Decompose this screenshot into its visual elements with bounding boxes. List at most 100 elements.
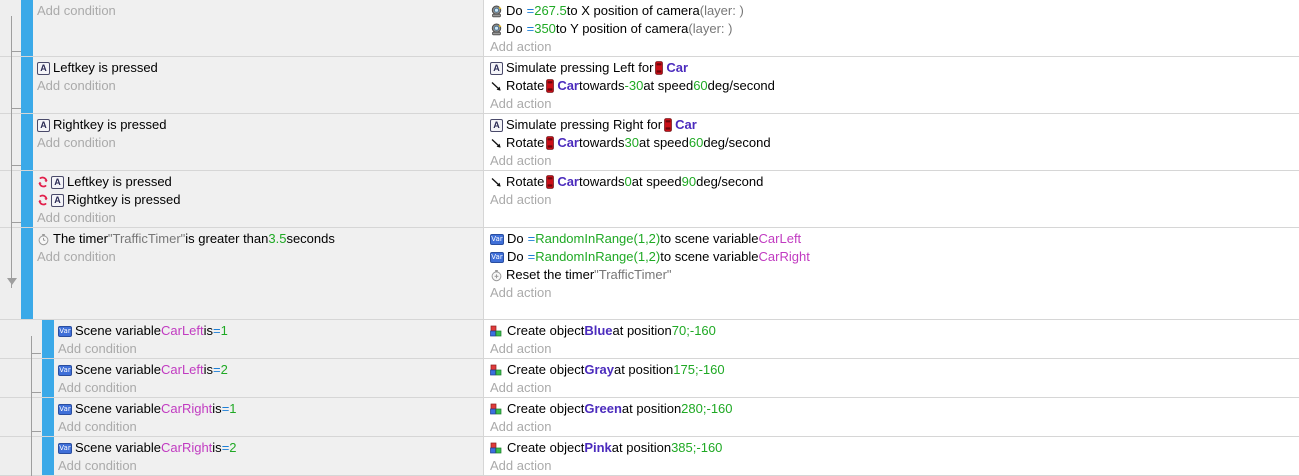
action-item[interactable]: Rotate Car towards -30 at speed 60 deg/se… [490, 77, 1299, 95]
condition-item[interactable]: The timer "TrafficTimer" is greater than… [37, 230, 483, 248]
event-row[interactable]: Var Scene variable CarRight is = 2 Add cond… [0, 437, 1299, 476]
action-item[interactable]: Reset the timer "TrafficTimer" [490, 266, 1299, 284]
event-left-key-act1-token-2: Car [557, 78, 579, 93]
add-action-button[interactable]: Add action [490, 192, 552, 207]
event-carleft-2-act0-token-4: ; [694, 362, 699, 377]
action-item[interactable]: Create object Green at position 280; -160 [490, 400, 1299, 418]
conditions-column[interactable]: Var Scene variable CarLeft is = 2 Add condi… [54, 359, 484, 397]
event-row[interactable]: A Left key is pressed Add condition A Simula… [0, 57, 1299, 114]
event-accent-bar[interactable] [42, 359, 54, 397]
actions-column[interactable]: Create object Blue at position 70; -160 Ad… [484, 320, 1299, 358]
event-traffic-timer-act1-token-5: CarRight [758, 249, 810, 264]
event-left-key-cond0-token-0: Left [53, 60, 75, 75]
conditions-column[interactable]: A Left key is pressed A Right key is presse… [33, 171, 484, 227]
actions-column[interactable]: Create object Green at position 280; -160… [484, 398, 1299, 436]
event-row[interactable]: A Right key is pressed Add condition A Simul… [0, 114, 1299, 171]
add-condition-button[interactable]: Add condition [58, 419, 137, 434]
actions-column[interactable]: Rotate Car towards 0 at speed 90 deg/seco… [484, 171, 1299, 227]
action-item[interactable]: Do = 350 to Y position of camera (layer: … [490, 20, 1299, 38]
add-action-button[interactable]: Add action [490, 285, 552, 300]
event-left-key-act1-token-3: towards [579, 78, 625, 93]
conditions-column[interactable]: The timer "TrafficTimer" is greater than… [33, 228, 484, 319]
add-action-button[interactable]: Add action [490, 419, 552, 434]
add-condition-button[interactable]: Add condition [58, 341, 137, 356]
variable-icon: Var [58, 325, 72, 337]
add-action-button[interactable]: Add action [490, 39, 552, 54]
event-camera-act1-token-3: 350 [534, 21, 556, 36]
add-condition-button[interactable]: Add condition [37, 3, 116, 18]
add-condition-button[interactable]: Add condition [37, 249, 116, 264]
event-accent-bar[interactable] [42, 437, 54, 475]
event-accent-bar[interactable] [21, 228, 33, 319]
action-item[interactable]: A Simulate pressing Left for Car [490, 59, 1299, 77]
actions-column[interactable]: Create object Pink at position 385; -160 A… [484, 437, 1299, 475]
event-accent-bar[interactable] [21, 114, 33, 170]
condition-item[interactable]: A Left key is pressed [37, 59, 483, 77]
event-traffic-timer-act1-token-4: to scene variable [660, 249, 759, 264]
event-accent-bar[interactable] [42, 320, 54, 358]
event-accent-bar[interactable] [42, 398, 54, 436]
event-carleft-2-cond0-token-4: 2 [220, 362, 228, 377]
car-sprite-icon [546, 175, 555, 189]
action-item[interactable]: Rotate Car towards 0 at speed 90 deg/seco… [490, 173, 1299, 191]
event-left-key-act0-token-0: Simulate pressing Left for [506, 60, 654, 75]
keyboard-key-icon: A [51, 193, 64, 207]
action-item[interactable]: Rotate Car towards 30 at speed 60 deg/sec… [490, 134, 1299, 152]
action-item[interactable]: Var Do = RandomInRange(1,2) to scene varia… [490, 248, 1299, 266]
event-row[interactable]: Var Scene variable CarLeft is = 2 Add condi… [0, 359, 1299, 398]
event-row[interactable]: Add condition Do = 267.5 to X position of … [0, 0, 1299, 57]
event-row[interactable]: Var Scene variable CarRight is = 1 Add cond… [0, 398, 1299, 437]
add-action-button[interactable]: Add action [490, 458, 552, 473]
action-item[interactable]: Var Do = RandomInRange(1,2) to scene varia… [490, 230, 1299, 248]
add-condition-button[interactable]: Add condition [37, 78, 116, 93]
event-accent-bar[interactable] [21, 57, 33, 113]
condition-item[interactable]: Var Scene variable CarLeft is = 2 [58, 361, 483, 379]
event-left-key-act0-token-2: Car [666, 60, 689, 75]
event-carleft-1-cond0-token-4: 1 [220, 323, 228, 338]
event-row[interactable]: Var Scene variable CarLeft is = 1 Add condi… [0, 320, 1299, 359]
add-condition-button[interactable]: Add condition [37, 210, 116, 225]
conditions-column[interactable]: Add condition [33, 0, 484, 56]
event-row[interactable]: The timer "TrafficTimer" is greater than… [0, 228, 1299, 320]
action-item[interactable]: Do = 267.5 to X position of camera (layer… [490, 2, 1299, 20]
add-condition-button[interactable]: Add condition [58, 380, 137, 395]
add-condition-button[interactable]: Add condition [58, 458, 137, 473]
condition-item[interactable]: Var Scene variable CarRight is = 2 [58, 439, 483, 457]
condition-item[interactable]: Var Scene variable CarRight is = 1 [58, 400, 483, 418]
condition-item[interactable]: Var Scene variable CarLeft is = 1 [58, 322, 483, 340]
conditions-column[interactable]: Var Scene variable CarRight is = 1 Add cond… [54, 398, 484, 436]
conditions-column[interactable]: A Left key is pressed Add condition [33, 57, 484, 113]
tree-vertical-line [11, 16, 12, 288]
condition-item[interactable]: A Right key is pressed [37, 116, 483, 134]
add-action-button[interactable]: Add action [490, 341, 552, 356]
add-action-button[interactable]: Add action [490, 153, 552, 168]
add-action-button[interactable]: Add action [490, 380, 552, 395]
event-accent-bar[interactable] [21, 0, 33, 56]
action-item[interactable]: Create object Pink at position 385; -160 [490, 439, 1299, 457]
conditions-column[interactable]: A Right key is pressed Add condition [33, 114, 484, 170]
action-item[interactable]: A Simulate pressing Right for Car [490, 116, 1299, 134]
condition-item[interactable]: A Left key is pressed [37, 173, 483, 191]
rotate-icon [490, 80, 503, 93]
event-traffic-timer-act2-token-1: "TrafficTimer" [594, 267, 672, 282]
actions-column[interactable]: Create object Gray at position 175; -160 A… [484, 359, 1299, 397]
action-item[interactable]: Create object Blue at position 70; -160 [490, 322, 1299, 340]
actions-column[interactable]: A Simulate pressing Left for Car Rotate Ca… [484, 57, 1299, 113]
event-no-key-cond0-token-0: Left [67, 174, 89, 189]
actions-column[interactable]: Var Do = RandomInRange(1,2) to scene varia… [484, 228, 1299, 319]
add-condition-button[interactable]: Add condition [37, 135, 116, 150]
add-action-button[interactable]: Add action [490, 96, 552, 111]
event-accent-bar[interactable] [21, 171, 33, 227]
conditions-column[interactable]: Var Scene variable CarLeft is = 1 Add condi… [54, 320, 484, 358]
variable-icon: Var [58, 442, 72, 454]
actions-column[interactable]: Do = 267.5 to X position of camera (layer… [484, 0, 1299, 56]
inverted-condition-icon [37, 176, 49, 188]
event-traffic-timer-cond0-token-3: 3.5 [268, 231, 287, 246]
event-left-key-act1-token-4: -30 [624, 78, 644, 93]
action-item[interactable]: Create object Gray at position 175; -160 [490, 361, 1299, 379]
conditions-column[interactable]: Var Scene variable CarRight is = 2 Add cond… [54, 437, 484, 475]
actions-column[interactable]: A Simulate pressing Right for Car Rotate C… [484, 114, 1299, 170]
event-carleft-2-act0-token-5: -160 [698, 362, 725, 377]
condition-item[interactable]: A Right key is pressed [37, 191, 483, 209]
event-row[interactable]: A Left key is pressed A Right key is presse… [0, 171, 1299, 228]
